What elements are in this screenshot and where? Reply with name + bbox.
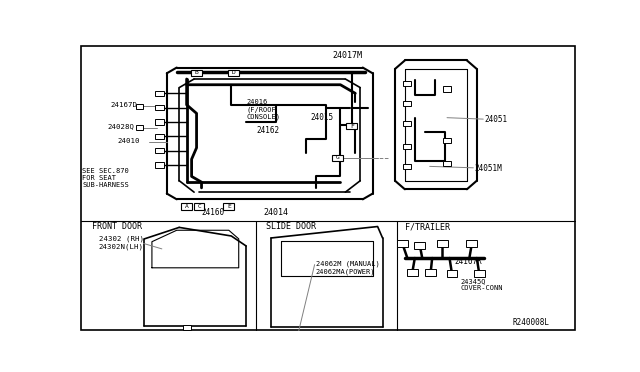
Text: 24017M: 24017M (333, 51, 363, 60)
Bar (474, 270, 484, 277)
Bar (155, 134, 164, 139)
Text: 24062M (MANUAL)
24062MA(POWER): 24062M (MANUAL) 24062MA(POWER) (316, 261, 380, 275)
Bar (407, 269, 418, 276)
Bar (397, 240, 408, 247)
Bar (182, 325, 191, 330)
Bar (181, 203, 192, 210)
Text: 24051M: 24051M (474, 164, 502, 173)
Text: A: A (185, 204, 189, 209)
Bar (467, 240, 477, 247)
Bar (346, 123, 357, 129)
Bar (136, 104, 143, 109)
Text: R240008L: R240008L (513, 318, 550, 327)
Text: B: B (195, 70, 198, 75)
Bar (167, 68, 372, 75)
Bar (193, 203, 205, 210)
Bar (210, 354, 218, 359)
Text: F: F (350, 124, 354, 129)
Bar (155, 162, 164, 167)
Text: 24010: 24010 (117, 138, 140, 144)
Text: G: G (336, 155, 340, 160)
Bar (136, 125, 143, 130)
Bar (414, 242, 425, 248)
Bar (223, 203, 234, 210)
Bar (150, 351, 157, 356)
Bar (443, 138, 451, 143)
Bar (155, 91, 164, 96)
Text: FRONT DOOR: FRONT DOOR (92, 222, 143, 231)
Bar (191, 70, 202, 76)
Text: 24028Q: 24028Q (108, 124, 134, 129)
Bar (235, 338, 243, 343)
Bar (182, 362, 191, 368)
Bar (443, 86, 451, 92)
Bar (436, 240, 447, 247)
Bar (443, 161, 451, 166)
Text: SEE SEC.870
FOR SEAT
SUB-HARNESS: SEE SEC.870 FOR SEAT SUB-HARNESS (83, 168, 129, 188)
Bar (228, 70, 239, 76)
Text: SLIDE DOOR: SLIDE DOOR (266, 222, 316, 231)
Bar (155, 148, 164, 153)
Bar (403, 121, 412, 126)
Text: D: D (232, 70, 236, 75)
Text: 24016
(F/ROOF
CONSOLE): 24016 (F/ROOF CONSOLE) (246, 99, 280, 120)
Text: 24051: 24051 (484, 115, 508, 124)
Bar (447, 270, 458, 277)
Text: 24014: 24014 (264, 208, 289, 218)
Text: 24015: 24015 (310, 113, 333, 122)
Text: 24167R: 24167R (454, 257, 482, 266)
Text: 24302 (RH)
24302N(LH): 24302 (RH) 24302N(LH) (99, 236, 144, 250)
Text: C: C (197, 204, 201, 209)
Text: E: E (227, 204, 230, 209)
Text: 24160: 24160 (202, 208, 225, 218)
Text: 24167D: 24167D (111, 102, 138, 108)
Bar (403, 144, 412, 149)
Text: F/TRAILER: F/TRAILER (405, 222, 450, 231)
Text: 24345Q
COVER-CONN: 24345Q COVER-CONN (461, 278, 504, 291)
Bar (403, 164, 412, 169)
Text: 24162: 24162 (256, 126, 279, 135)
Bar (332, 155, 344, 161)
Bar (155, 119, 164, 125)
Bar (403, 101, 412, 106)
Bar (155, 105, 164, 110)
Bar (403, 81, 412, 86)
Bar (425, 269, 436, 276)
